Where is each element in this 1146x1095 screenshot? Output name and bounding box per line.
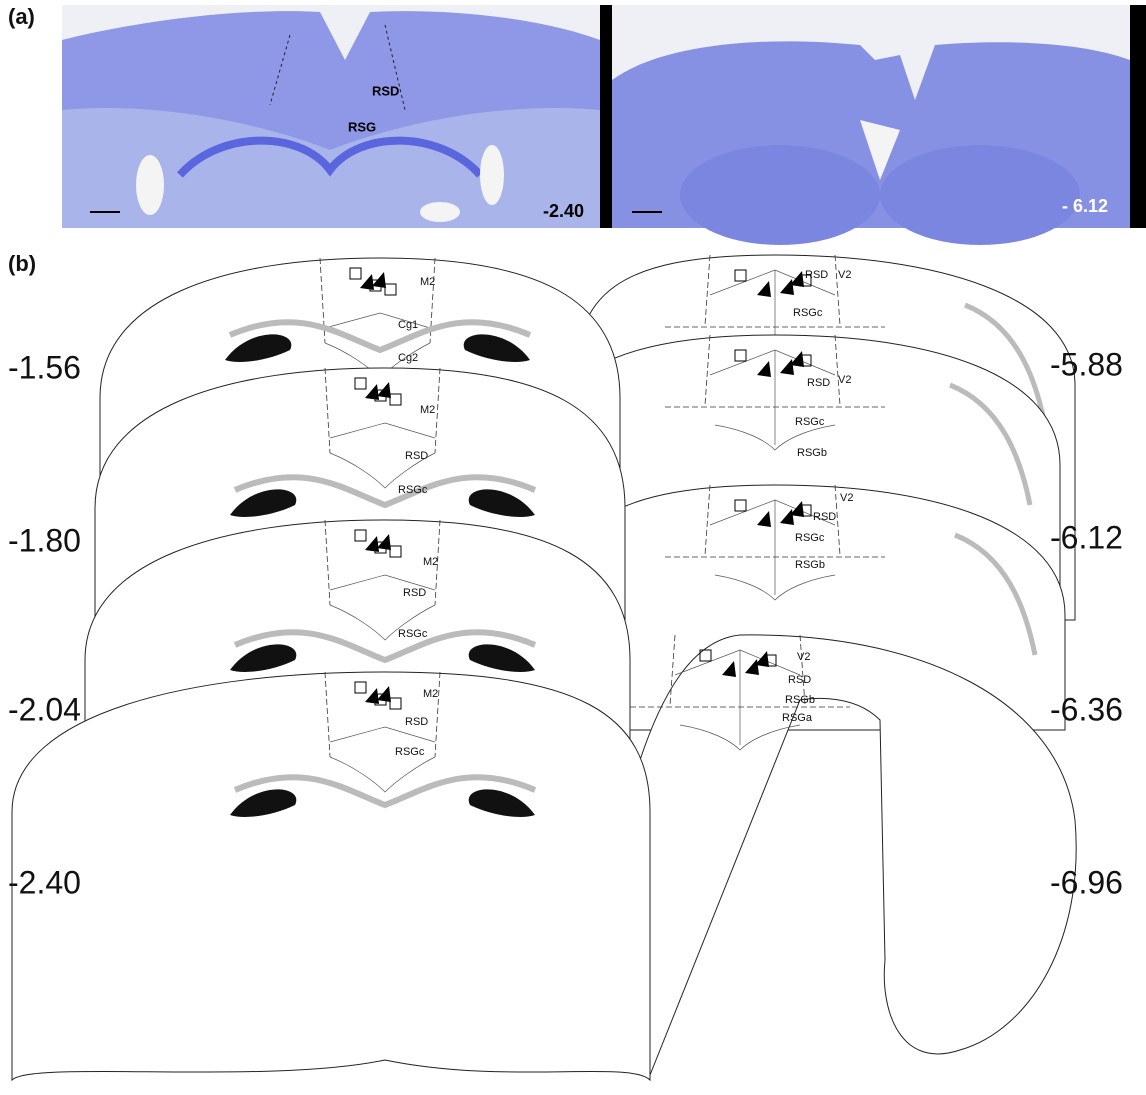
- region-label: RSD: [807, 377, 830, 389]
- histology-left: RSD RSG -2.40: [62, 5, 600, 228]
- region-label: RSGb: [795, 559, 825, 571]
- region-label: M2: [423, 556, 438, 568]
- panel-label: (a): [8, 4, 35, 29]
- figure: (a) RSD RSG -2.40 - 6.12 (b) RSD V2 RSGc RS…: [0, 0, 1146, 1095]
- coordinate-label: - 6.12: [1062, 196, 1108, 216]
- level-label: -2.40: [8, 864, 81, 900]
- level-label: -6.36: [1050, 691, 1123, 727]
- region-label: RSGb: [797, 447, 827, 459]
- atlas-section: M2 RSD RSGc: [12, 672, 650, 1080]
- region-label: M2: [423, 688, 438, 700]
- region-label: RSD: [405, 450, 428, 462]
- panel-label: (b): [8, 251, 36, 276]
- region-label: RSGb: [785, 694, 815, 706]
- region-label: RSGa: [782, 712, 813, 724]
- region-label: Cg1: [398, 319, 418, 331]
- level-label: -2.04: [8, 691, 81, 727]
- level-label: -1.56: [8, 349, 81, 385]
- region-label: M2: [420, 404, 435, 416]
- region-label: RSGc: [398, 628, 428, 640]
- left-atlas: M2 Cg1 Cg2 M2 RSD RSGc M2 RSD RSGc M2 RSD RSGc: [12, 258, 650, 1080]
- region-label: RSGc: [398, 484, 428, 496]
- region-label: RSD: [788, 674, 811, 686]
- region-label: RSD: [405, 716, 428, 728]
- region-label: Cg2: [398, 352, 418, 364]
- coordinate-label: -2.40: [543, 201, 584, 221]
- level-label: -6.12: [1050, 519, 1123, 555]
- level-label: -1.80: [8, 522, 81, 558]
- region-label: RSG: [348, 119, 376, 134]
- region-label: RSD: [813, 511, 836, 523]
- section-outline: [12, 672, 650, 1080]
- region-label: V2: [838, 269, 851, 281]
- histology-right: - 6.12: [612, 5, 1130, 245]
- region-label: RSGc: [795, 532, 825, 544]
- level-label: -6.96: [1050, 864, 1123, 900]
- region-label: RSGc: [795, 416, 825, 428]
- region-label: V2: [840, 492, 853, 504]
- region-label: RSD: [372, 83, 399, 98]
- level-label: -5.88: [1050, 346, 1123, 382]
- region-label: V2: [797, 651, 810, 663]
- region-label: RSGc: [395, 746, 425, 758]
- region-label: M2: [420, 276, 435, 288]
- region-label: V2: [838, 374, 851, 386]
- region-label: RSGc: [793, 307, 823, 319]
- region-label: RSD: [403, 587, 426, 599]
